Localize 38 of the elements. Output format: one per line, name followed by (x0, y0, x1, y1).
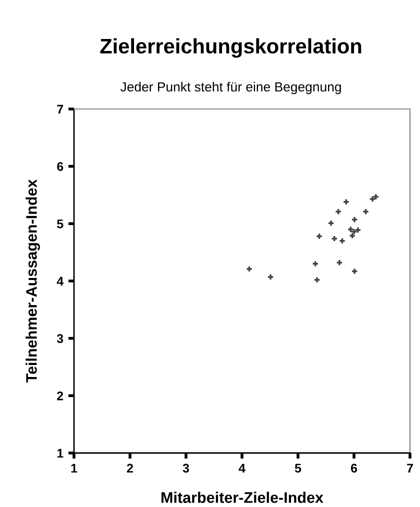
point (352, 217, 358, 222)
point (344, 199, 349, 204)
point (350, 233, 355, 238)
point (352, 268, 358, 274)
y-tick-label: 4 (56, 276, 64, 286)
x-axis-title: Mitarbeiter-Ziele-Index (162, 492, 324, 503)
x-tick-label: 1 (71, 464, 78, 472)
y-tick-label: 7 (57, 104, 64, 114)
point (363, 209, 368, 214)
y-tick-label: 1 (57, 448, 64, 458)
point (370, 196, 376, 202)
point (355, 227, 361, 233)
chart-title: Zielerreichungskorrelation (100, 38, 362, 58)
point (312, 261, 318, 266)
y-tick-label: 5 (57, 220, 64, 228)
y-tick-label: 6 (57, 162, 64, 171)
point (336, 260, 342, 266)
x-tick-label: 6 (350, 464, 358, 473)
x-tick-label: 2 (126, 464, 133, 472)
x-tick-label: 7 (407, 464, 413, 472)
point (328, 220, 334, 226)
x-tick-label: 5 (294, 464, 302, 473)
point (336, 209, 341, 214)
point (373, 194, 378, 200)
point (316, 234, 322, 239)
chart-subtitle: Jeder Punkt steht für eine Begegnung (120, 82, 341, 94)
point (351, 229, 357, 234)
y-tick-label: 3 (56, 334, 64, 344)
point (348, 226, 354, 232)
y-tick-label: 2 (57, 391, 64, 400)
x-tick-label: 3 (182, 464, 190, 473)
point (340, 238, 345, 244)
x-tick-label: 4 (238, 464, 246, 472)
point (246, 266, 252, 272)
y-axis-title: Teilnehmer-Aussagen-Index (26, 179, 40, 383)
point (314, 277, 320, 282)
point (268, 274, 274, 280)
point (332, 236, 337, 242)
